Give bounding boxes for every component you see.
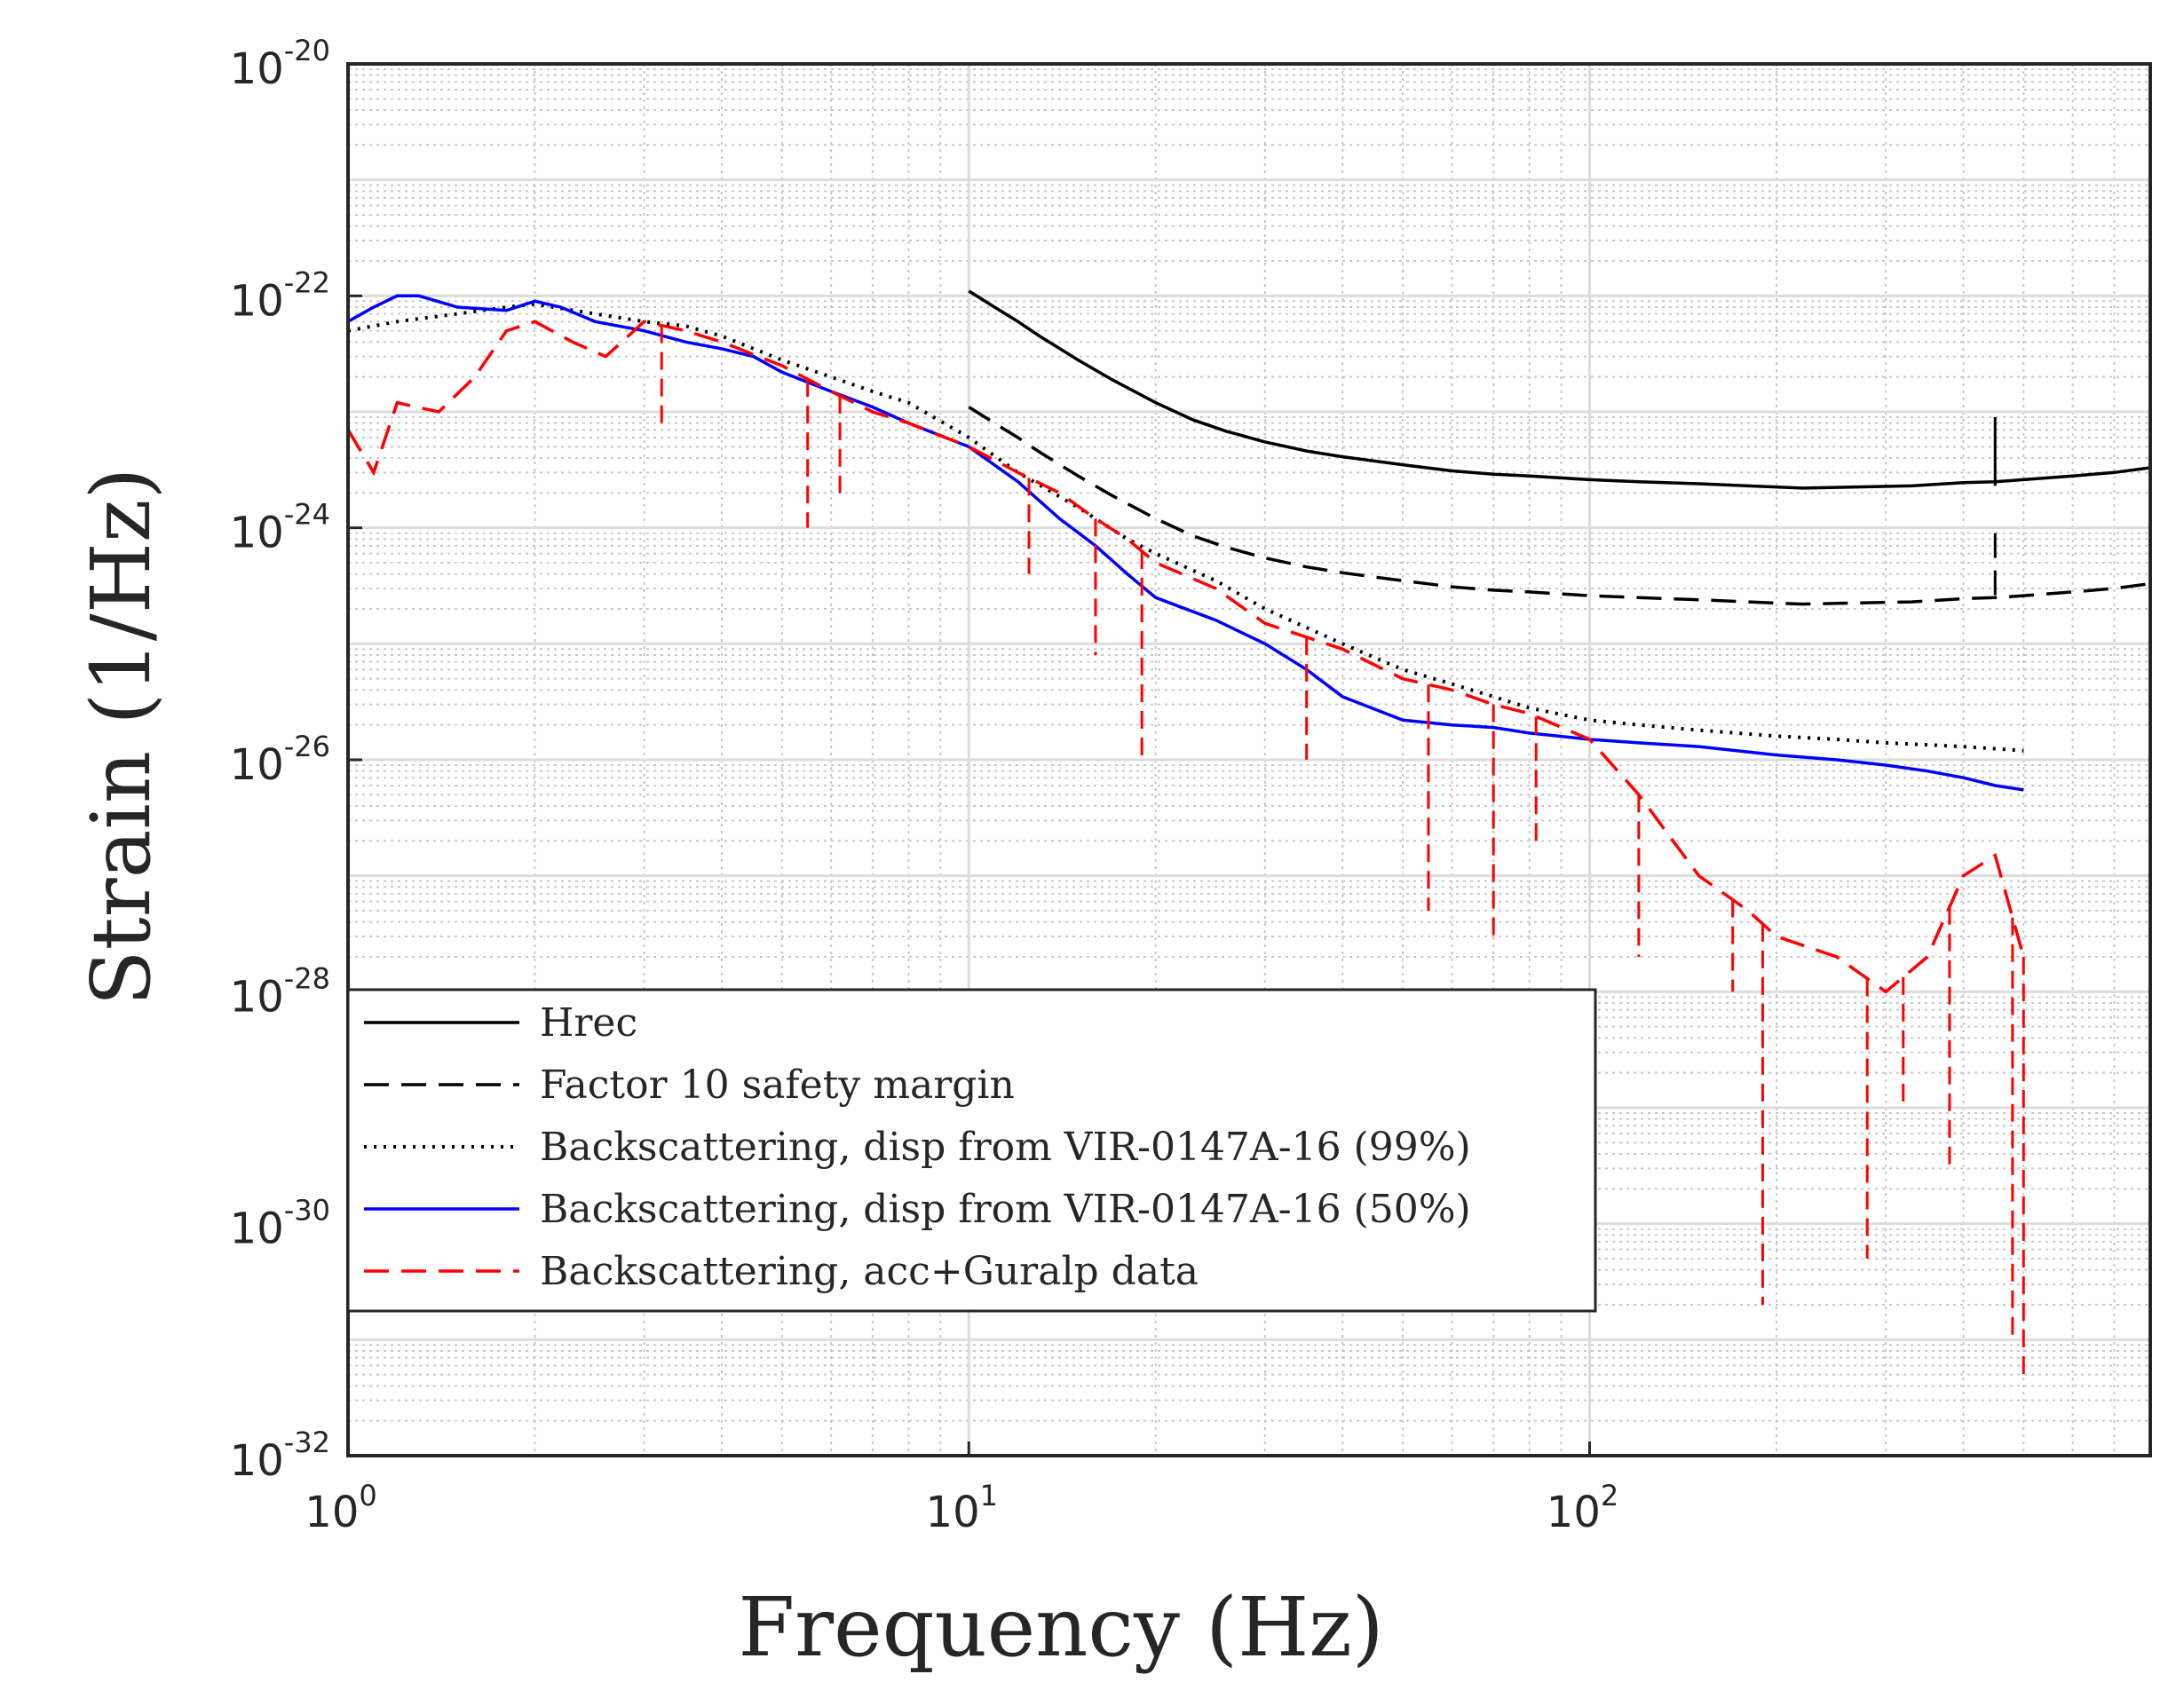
- x-tick-label: 101: [926, 1479, 998, 1537]
- series-layer: [348, 289, 2150, 1375]
- svg-text:Strain (1/Hz): Strain (1/Hz): [74, 468, 169, 1007]
- y-axis-title-suffix: ): [74, 468, 169, 500]
- y-tick-label: 10-20: [230, 34, 330, 94]
- y-axis-title-root: Hz: [74, 500, 169, 614]
- x-tick-label: 100: [305, 1479, 376, 1537]
- y-axis-ticks: 10-32 10-30 10-28 10-26 10-24 10-22 10-20: [230, 34, 362, 1486]
- legend-label: Backscattering, acc+Guralp data: [540, 1249, 1199, 1294]
- x-axis-title: Frequency (Hz): [738, 1580, 1383, 1675]
- y-tick-label: 10-22: [230, 265, 330, 326]
- y-tick-label: 10-24: [230, 498, 330, 558]
- series-line: [968, 289, 2150, 490]
- series-4: [348, 320, 2025, 1375]
- y-tick-label: 10-28: [230, 961, 330, 1022]
- legend-label: Backscattering, disp from VIR-0147A-16 (…: [540, 1187, 1471, 1232]
- y-tick-label: 10-26: [230, 730, 330, 790]
- legend-label: Hrec: [540, 1000, 637, 1046]
- legend-label: Factor 10 safety margin: [540, 1062, 1015, 1108]
- series-line: [348, 320, 2025, 994]
- x-tick-label: 102: [1547, 1479, 1618, 1537]
- x-axis-ticks: 100 101 102: [305, 1441, 1618, 1537]
- series-line: [968, 406, 2150, 606]
- series-0: [968, 289, 2150, 490]
- y-axis-title-prefix: Strain (1/: [74, 613, 169, 1006]
- series-1: [968, 406, 2150, 606]
- y-tick-label: 10-32: [230, 1426, 330, 1486]
- legend-label: Backscattering, disp from VIR-0147A-16 (…: [540, 1125, 1471, 1170]
- legend: Hrec Factor 10 safety margin Backscatterin…: [346, 988, 1597, 1313]
- legend-box: [346, 988, 1597, 1313]
- y-tick-label: 10-30: [230, 1194, 330, 1254]
- y-axis-title: Strain (1/Hz): [74, 468, 169, 1007]
